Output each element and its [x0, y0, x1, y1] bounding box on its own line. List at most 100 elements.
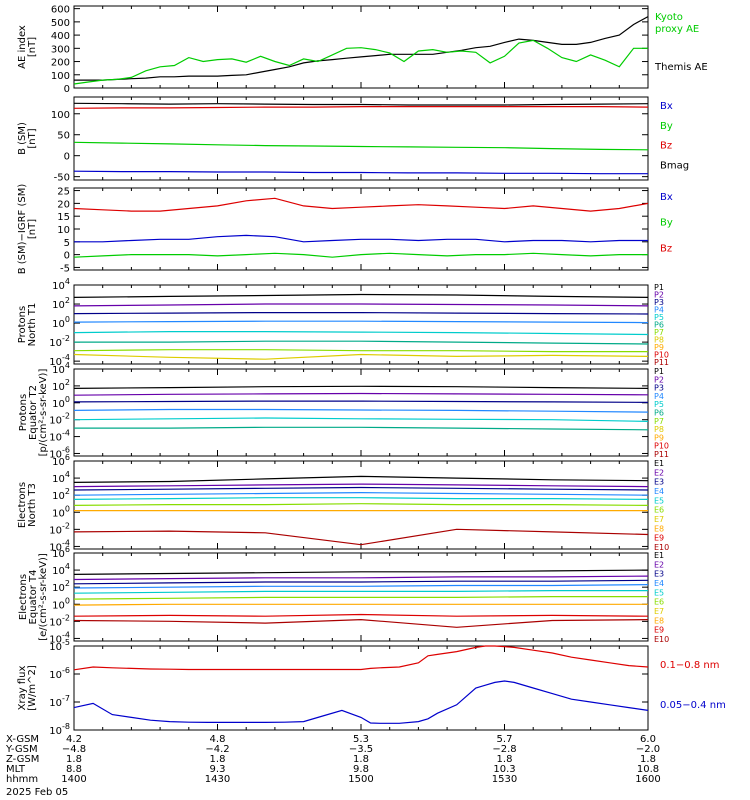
- y-tick-label: 100: [51, 110, 70, 121]
- x-tick-value: 4.2: [66, 734, 82, 745]
- legend-entry: P8: [654, 425, 664, 434]
- y-tick-label: 20: [57, 199, 70, 210]
- y-tick-label: 200: [51, 58, 70, 69]
- series-line-e7: [73, 603, 648, 606]
- x-tick-value: 1.8: [66, 754, 82, 765]
- legend-entry: P3: [654, 384, 664, 393]
- legend-entry: Bx: [660, 101, 673, 112]
- panel-2: -50 0 50 100 B (SM) [nT] Bx By Bz Bmag: [17, 96, 689, 184]
- x-tick-value: 1.8: [210, 754, 226, 765]
- legend-entry: Bz: [660, 141, 672, 152]
- legend-entry: E10: [654, 543, 669, 552]
- y-axis-label: Protons: [17, 306, 28, 343]
- series-line-p3: [73, 312, 649, 315]
- series-line-e8: [73, 528, 649, 546]
- legend-entry: E4: [654, 579, 664, 588]
- panel-1: 0 100 200 300 400 500 600 AE index [nT] Kyotoprox…: [17, 5, 708, 95]
- y-axis-label: [nT]: [27, 219, 38, 239]
- y-tick-label: 25: [57, 187, 70, 198]
- series-line-e3: [73, 486, 649, 491]
- y-tick-label: 10-2: [49, 412, 70, 427]
- legend-entry: E1: [654, 551, 664, 560]
- x-tick-value: 1.8: [353, 754, 369, 765]
- y-tick-label: 10-6: [49, 666, 70, 681]
- y-axis-label: [nT]: [27, 128, 38, 148]
- x-tick-value: 1500: [348, 774, 373, 785]
- x-axis-block: X-GSMY-GSMZ-GSMMLThhmm4.2−4.81.88.814004…: [5, 734, 661, 785]
- series-line-p8: [73, 353, 649, 360]
- y-tick-label: 102: [52, 296, 70, 311]
- panel-3: -50 5 10 15 2025 B (SM)−IGRF (SM) [nT] Bx By Bz: [17, 184, 673, 275]
- series-line-p3: [73, 400, 649, 403]
- y-tick-label: 300: [51, 44, 70, 55]
- legend-entry: P11: [654, 358, 669, 367]
- y-tick-label: 10-8: [49, 722, 70, 737]
- x-row-label: Z-GSM: [6, 754, 39, 765]
- legend-entry: P4: [654, 306, 664, 315]
- legend-entry: E9: [654, 626, 664, 635]
- y-tick-label: 100: [52, 395, 70, 410]
- legend-entry: P11: [654, 450, 669, 459]
- legend-entry: E10: [654, 635, 669, 644]
- y-tick-label: -50: [54, 173, 70, 184]
- y-tick-label: 104: [52, 562, 70, 577]
- legend: 0.1−0.8 nm 0.05−0.4 nm: [660, 660, 726, 711]
- series-line-bx: [74, 234, 648, 243]
- y-tick-label: 10: [57, 225, 70, 236]
- legend-entry: Bx: [660, 192, 673, 203]
- legend-entry: 0.05−0.4 nm: [660, 700, 726, 711]
- x-tick-value: 1.8: [497, 754, 513, 765]
- panel-4: 10-4 10-2 100 102 104 Protons North T1 P1P2P3P4…: [17, 277, 669, 368]
- y-axis-label: North T1: [27, 303, 38, 347]
- y-tick-label: 10-4: [49, 630, 70, 645]
- series-line-p4: [73, 320, 649, 324]
- x-tick-value: −3.5: [349, 744, 373, 755]
- legend-entry: Bz: [660, 243, 672, 254]
- legend-entry: E2: [654, 560, 664, 569]
- y-tick-label: 15: [57, 212, 70, 223]
- series-line-e2: [73, 483, 649, 488]
- y-tick-label: 10-4: [49, 429, 70, 444]
- x-tick-value: −2.0: [636, 744, 660, 755]
- y-tick-label: 104: [52, 470, 70, 485]
- legend-entry: P2: [654, 291, 664, 300]
- legend-entry: 0.1−0.8 nm: [660, 660, 719, 671]
- x-tick-value: 10.8: [637, 764, 659, 775]
- panel-5: 10-610-4 10-2 100 102 104 Protons Equator T2 [p…: [18, 361, 669, 460]
- series-line-0-05-0-4-nm: [73, 680, 649, 724]
- x-row-label: Y-GSM: [5, 744, 38, 755]
- x-tick-value: −2.8: [492, 744, 516, 755]
- x-row-label: X-GSM: [6, 734, 39, 745]
- panel-frame: [73, 5, 649, 89]
- y-tick-label: 106: [52, 453, 70, 468]
- legend-entry: P1: [654, 283, 664, 292]
- y-axis-label: B (SM)−IGRF (SM): [17, 184, 28, 275]
- y-axis-label: Xray flux: [17, 666, 28, 711]
- y-tick-label: 10-2: [49, 521, 70, 536]
- legend-entry: P7: [654, 417, 664, 426]
- legend-entry: P3: [654, 298, 664, 307]
- legend-entry: P5: [654, 313, 664, 322]
- x-tick-value: 1530: [492, 774, 517, 785]
- y-tick-label: 600: [51, 5, 70, 16]
- y-tick-label: 400: [51, 31, 70, 42]
- legend: Bx By Bz: [660, 192, 673, 254]
- panel-frame: [73, 96, 649, 181]
- x-row-label: MLT: [6, 764, 26, 775]
- x-tick-value: −4.2: [205, 744, 229, 755]
- legend-entry: P10: [654, 351, 669, 360]
- panel-frame: [73, 187, 649, 271]
- y-axis-label: [e/(cm²-s-sr-keV)]: [38, 553, 49, 641]
- legend-entry: E5: [654, 496, 664, 505]
- y-tick-label: 10-6: [49, 445, 70, 460]
- y-tick-label: 500: [51, 18, 70, 29]
- x-tick-value: 9.3: [210, 764, 226, 775]
- x-tick-value: 8.8: [66, 764, 82, 775]
- panel-7: 10-4 10-2 100 102 104 106 Electrons Equator T4[…: [18, 545, 669, 645]
- x-tick-value: 4.8: [210, 734, 226, 745]
- legend-entry: P5: [654, 400, 664, 409]
